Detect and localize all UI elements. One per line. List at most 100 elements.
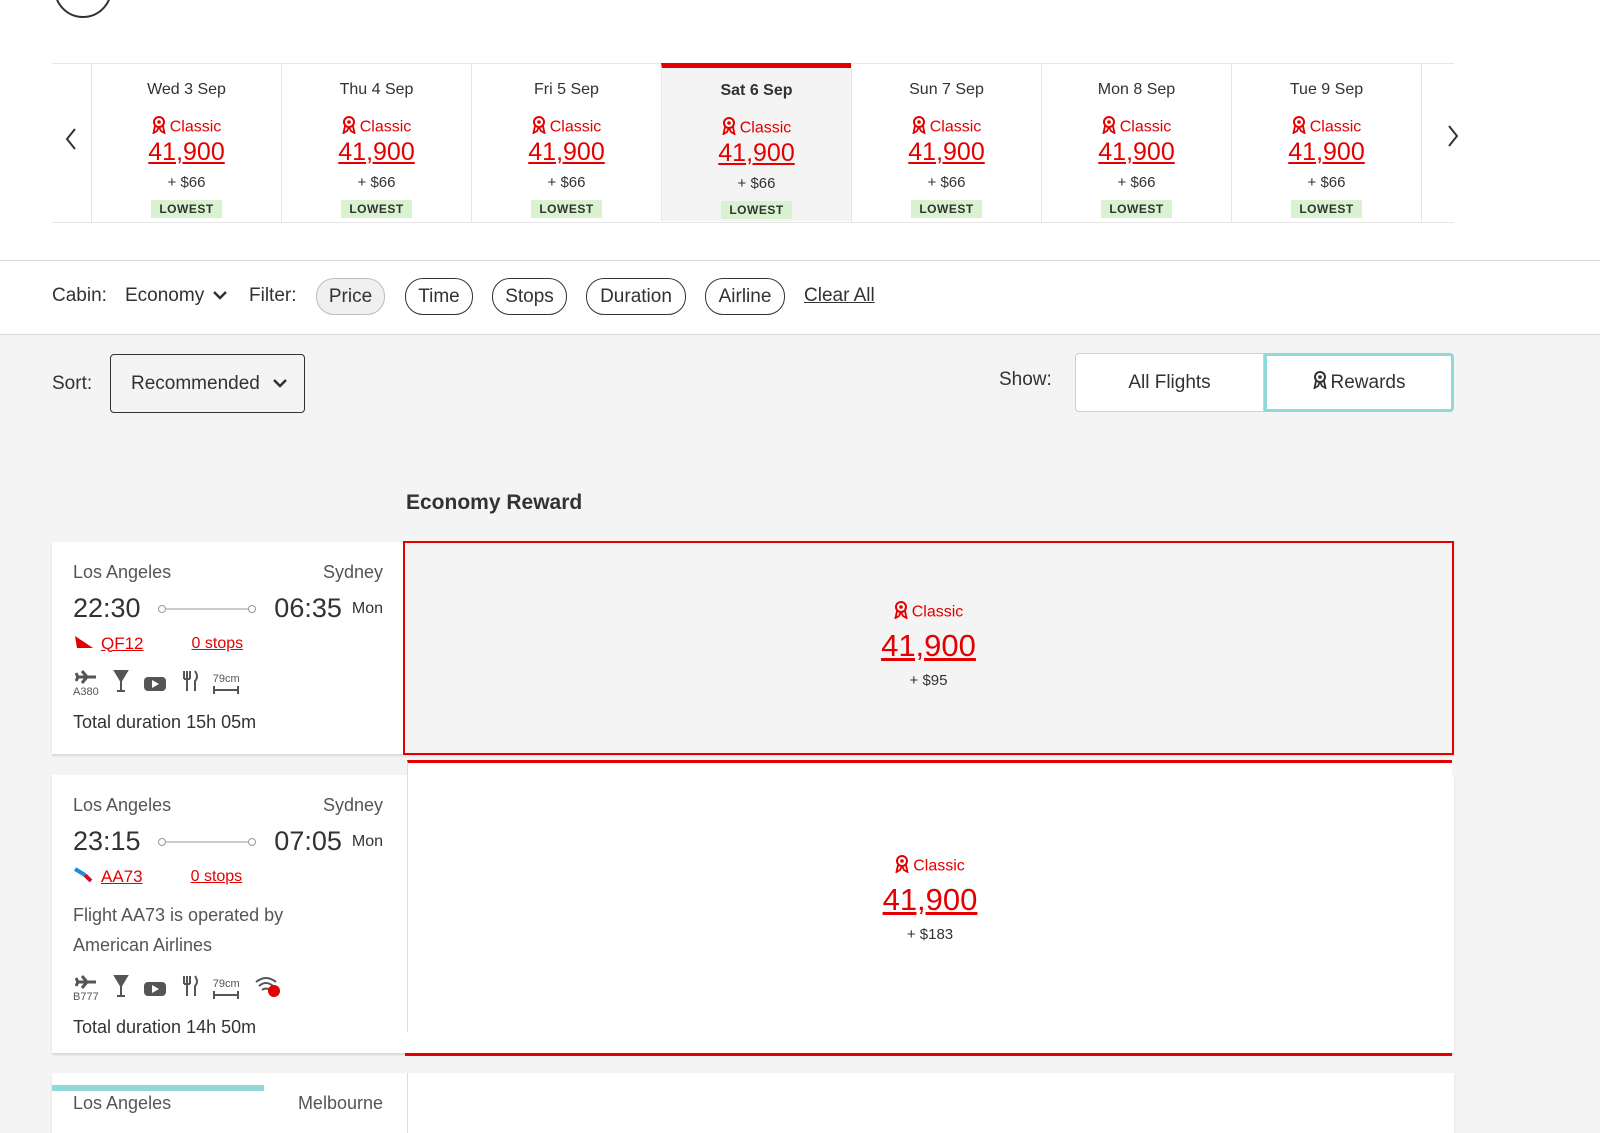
wifi-icon-svg (254, 977, 280, 997)
depart: 22:30 (73, 593, 141, 623)
fare-type-text: Classic (739, 119, 792, 137)
route-line-svg (158, 605, 257, 613)
flight-card: Los Angeles Sydney 22:30 06:35 Mon QF12 0 stop… (52, 541, 1454, 755)
badge: LOWEST (531, 200, 602, 218)
points: 41,900 (1288, 138, 1365, 166)
sort-label: Sort: (52, 373, 93, 394)
badge-wrap: LOWEST (92, 200, 281, 218)
meal-icon (181, 974, 199, 1003)
points: 41,900 (718, 139, 795, 167)
fare-type: Classic (662, 117, 851, 140)
chevron-down (212, 285, 228, 307)
wifi-icon (254, 974, 282, 1003)
highlight-bar (52, 1085, 264, 1091)
drink-icon-svg (112, 975, 129, 997)
sort-dropdown[interactable]: Recommended (110, 354, 305, 413)
tax: + $66 (167, 174, 206, 191)
next-arrow[interactable] (1438, 124, 1468, 154)
sort-value: Recommended (131, 372, 260, 394)
filter-pill[interactable]: Time (405, 278, 473, 315)
aircraft-type: B777 (73, 991, 99, 1003)
filter-label: Filter: (249, 285, 297, 306)
filter-pill[interactable]: Duration (586, 278, 686, 315)
date-cell[interactable]: Sat 6 Sep Classic 41,900 + $66 LOWEST (661, 63, 851, 221)
chevron-left-svg (65, 127, 76, 150)
fare-option[interactable]: Classic 41,900 + $95 (403, 541, 1454, 755)
filter-pill[interactable]: Price (316, 278, 385, 315)
operator-note: Flight AA73 is operated by American Airl… (73, 905, 284, 955)
section-title: Economy Reward (406, 491, 583, 514)
stops[interactable]: 0 stops (190, 867, 243, 885)
aircraft: B777 (73, 975, 99, 1003)
pitch-icon-svg (213, 686, 240, 694)
date-cell[interactable]: Fri 5 Sep Classic 41,900 + $66 LOWEST (471, 64, 661, 222)
award-icon (895, 855, 910, 878)
depart: 23:15 (73, 826, 141, 856)
show-toggle[interactable]: Rewards (1264, 353, 1454, 412)
prev-arrow[interactable] (56, 124, 86, 154)
show-label: Show: (999, 369, 1052, 390)
date: Mon 8 Sep (1097, 81, 1176, 98)
award-icon-svg (151, 116, 166, 135)
flight-info: QF12 0 stops (73, 632, 383, 655)
cabin-dropdown[interactable]: Economy (125, 285, 228, 307)
date: Wed 3 Sep (147, 81, 226, 98)
award-icon (911, 116, 926, 139)
fare-type: Classic (92, 116, 281, 139)
date-strip: Wed 3 Sep Classic 41,900 + $66 LOWEST Thu 4 S… (52, 63, 1459, 223)
flight-number[interactable]: QF12 (101, 633, 144, 653)
award-icon-svg (911, 116, 926, 135)
flight-summary: Los Angeles Sydney 23:15 07:05 Mon AA73 0 stop… (73, 795, 383, 1038)
amenities: B777 79cm (73, 974, 383, 1003)
fare-tax: + $95 (909, 672, 948, 689)
cabin-label: Cabin: (52, 285, 107, 306)
show-toggle[interactable]: All Flights (1075, 353, 1264, 412)
tax: + $66 (1307, 174, 1346, 191)
fare-top (405, 1053, 1452, 1056)
destination: Sydney (322, 795, 383, 815)
fare-type-text: Classic (911, 603, 964, 621)
award-icon-svg (1101, 116, 1116, 135)
award-icon-svg (531, 116, 546, 135)
flight-summary: Los Angeles Melbourne (73, 1093, 383, 1114)
fare-type: Classic (1232, 116, 1421, 139)
video-icon-svg (143, 982, 166, 996)
fare-tax: + $183 (906, 926, 954, 943)
chevron-right (1446, 124, 1460, 153)
filter-pill[interactable]: Stops (492, 278, 567, 315)
points: 41,900 (528, 138, 605, 166)
badge: LOWEST (1291, 200, 1362, 218)
tax: + $66 (547, 174, 586, 191)
date-cell[interactable]: Wed 3 Sep Classic 41,900 + $66 LOWEST (91, 64, 281, 222)
award-icon (1101, 116, 1116, 139)
date-cell[interactable]: Mon 8 Sep Classic 41,900 + $66 LOWEST (1041, 64, 1231, 222)
clear-all[interactable]: Clear All (804, 285, 875, 306)
show-option: Rewards (1330, 371, 1406, 393)
video-icon (143, 675, 167, 698)
plane-icon (74, 670, 97, 687)
award-icon-svg (341, 116, 356, 135)
filter-pill[interactable]: Airline (705, 278, 785, 315)
date-cell[interactable]: Sun 7 Sep Classic 41,900 + $66 LOWEST (851, 64, 1041, 222)
badge: LOWEST (911, 200, 982, 218)
tax: + $66 (1117, 174, 1156, 191)
times: 22:30 06:35 Mon (73, 593, 383, 624)
fare-type: Classic (408, 855, 1452, 878)
fare-type-text: Classic (359, 118, 412, 136)
badge-wrap: LOWEST (1232, 200, 1421, 218)
pitch-icon (213, 685, 240, 698)
video-icon-svg (143, 677, 166, 691)
date-cell[interactable]: Thu 4 Sep Classic 41,900 + $66 LOWEST (281, 64, 471, 222)
origin: Los Angeles (73, 562, 172, 582)
date: Tue 9 Sep (1289, 81, 1364, 98)
arrive-day: Mon (351, 832, 383, 850)
route-line (151, 831, 265, 852)
date-cell[interactable]: Tue 9 Sep Classic 41,900 + $66 LOWEST (1231, 64, 1421, 222)
meal-icon-svg (182, 975, 198, 996)
flight-number[interactable]: AA73 (101, 866, 143, 886)
fare-type-text: Classic (1119, 118, 1172, 136)
fare-points: 41,900 (882, 882, 978, 917)
badge: LOWEST (721, 201, 792, 219)
fare-option[interactable]: Classic 41,900 + $183 (407, 760, 1452, 1032)
stops[interactable]: 0 stops (191, 634, 244, 652)
